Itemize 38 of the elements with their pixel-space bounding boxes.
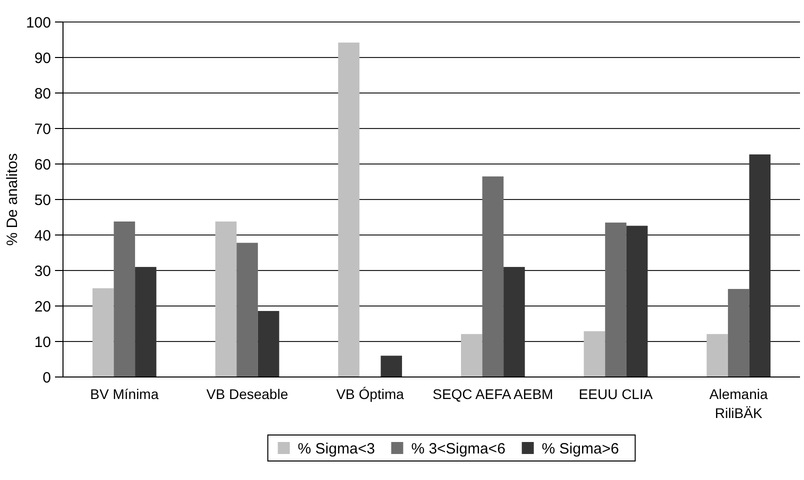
y-tick-label: 70 (34, 120, 51, 138)
bar (236, 242, 258, 377)
y-tick-label: 10 (34, 334, 51, 351)
bar (258, 310, 280, 377)
y-tick-label: 40 (34, 227, 51, 244)
x-tick-label: EEUU CLIA (578, 386, 654, 402)
x-tick-label: SEQC AEFA AEBM (432, 386, 554, 402)
y-tick-label: 100 (26, 14, 51, 32)
legend-label: % Sigma<3 (298, 440, 375, 458)
y-tick-label: 80 (34, 85, 51, 102)
bar (92, 288, 114, 377)
y-tick-label: 30 (34, 262, 51, 280)
x-tick-label: VB Óptima (336, 386, 404, 402)
y-tick-label: 20 (34, 298, 51, 316)
y-tick-label: 60 (34, 156, 51, 174)
x-tick-label: VB Deseable (206, 386, 288, 402)
bar (584, 331, 606, 377)
bar (728, 288, 750, 377)
bar (605, 222, 626, 377)
bar (215, 222, 237, 377)
bar (114, 222, 136, 377)
bar (626, 226, 648, 377)
y-tick-label: 0 (42, 369, 51, 386)
bar (135, 266, 156, 377)
bar (504, 266, 525, 377)
bar (706, 334, 728, 377)
bar (482, 176, 504, 377)
bar (338, 42, 360, 377)
x-tick-label: BV Mínima (90, 386, 159, 402)
y-tick-label: 90 (34, 50, 51, 67)
bar (380, 356, 402, 377)
legend-label: % Sigma>6 (542, 440, 619, 458)
y-tick-label: 50 (34, 192, 51, 209)
x-tick-label: Alemania RiliBÄK (709, 386, 768, 421)
legend-label: % 3<Sigma<6 (411, 440, 506, 458)
y-axis-title: % De analitos (4, 153, 21, 246)
bar (460, 334, 482, 377)
bar (749, 154, 771, 377)
